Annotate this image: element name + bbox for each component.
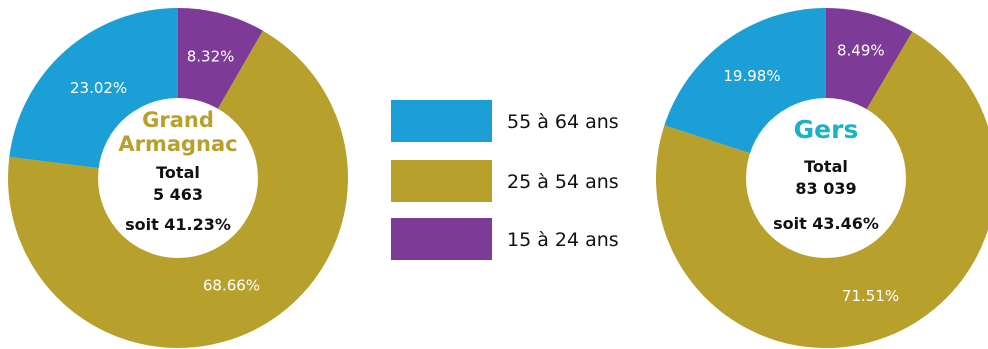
legend-item-25-54: 25 à 54 ans: [391, 160, 619, 202]
slice-value-label: 19.98%: [723, 67, 780, 85]
donut-hole: [746, 98, 906, 258]
donut-gers: 8.49% 71.51% 19.98% Gers Total 83 039 soit…: [656, 8, 988, 348]
slice-value-label: 8.32%: [187, 47, 235, 65]
legend-item-15-24: 15 à 24 ans: [391, 218, 619, 260]
slice-value-label: 71.51%: [842, 287, 899, 305]
donut-hole: [98, 98, 258, 258]
legend-label: 55 à 64 ans: [507, 111, 619, 133]
share-value: soit 43.46%: [773, 214, 879, 233]
donut-grand-armagnac: 8.32% 68.66% 23.02% Grand Armagnac Total 5…: [7, 8, 348, 348]
share-value: soit 41.23%: [125, 215, 231, 234]
slice-value-label: 8.49%: [837, 42, 885, 60]
slice-value-label: 23.02%: [70, 79, 127, 97]
total-value: 5 463: [153, 185, 203, 204]
total-label: Total: [156, 163, 200, 182]
legend-swatch: [391, 100, 492, 142]
chart-title-line-1: Grand: [142, 108, 214, 132]
legend-swatch: [391, 160, 492, 202]
legend-label: 15 à 24 ans: [507, 229, 619, 251]
legend-label: 25 à 54 ans: [507, 171, 619, 193]
legend-swatch: [391, 218, 492, 260]
total-value: 83 039: [795, 179, 856, 198]
legend: 55 à 64 ans 25 à 54 ans 15 à 24 ans: [391, 100, 619, 260]
chart-title-line-2: Armagnac: [118, 132, 237, 156]
slice-value-label: 68.66%: [203, 276, 260, 294]
legend-item-55-64: 55 à 64 ans: [391, 100, 619, 142]
chart-title-line-1: Gers: [794, 115, 859, 144]
total-label: Total: [804, 157, 848, 176]
